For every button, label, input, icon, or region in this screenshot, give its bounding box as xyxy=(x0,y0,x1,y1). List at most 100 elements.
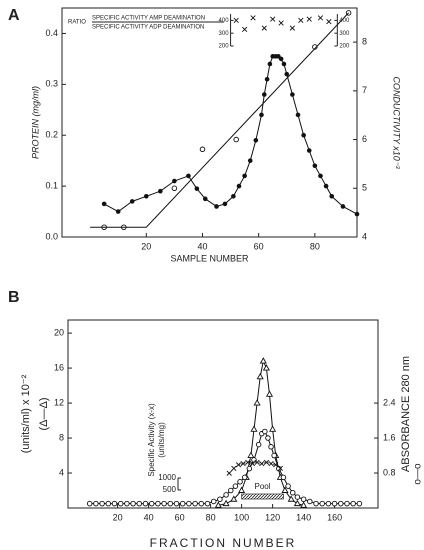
x-tick-label: 140 xyxy=(296,512,311,522)
y-tick-label: 8 xyxy=(59,432,64,442)
point xyxy=(264,76,270,82)
y-tick-label: 12 xyxy=(54,397,64,407)
point xyxy=(289,25,295,31)
point xyxy=(256,372,264,380)
x-tick-label: 60 xyxy=(254,241,264,251)
point xyxy=(267,61,273,67)
point xyxy=(318,173,323,179)
point xyxy=(271,452,277,459)
x-axis-label: SAMPLE NUMBER xyxy=(170,253,249,263)
point xyxy=(161,500,167,507)
x-tick-label: 80 xyxy=(206,512,216,522)
point xyxy=(319,500,325,507)
point xyxy=(287,495,295,502)
point xyxy=(172,178,177,184)
point xyxy=(277,465,283,472)
y2-tick-label: 7 xyxy=(362,85,367,95)
point xyxy=(199,146,206,153)
x-tick-label: 80 xyxy=(310,241,320,251)
inset-tick-label: 500 xyxy=(163,485,177,494)
point xyxy=(300,496,307,503)
y2-tick-label: 2.4 xyxy=(383,397,396,407)
point xyxy=(259,112,264,118)
point xyxy=(194,186,200,191)
x-tick-label: 40 xyxy=(144,512,154,522)
point xyxy=(300,501,308,508)
x-tick-label: 20 xyxy=(141,241,151,251)
point xyxy=(326,19,332,25)
point xyxy=(179,500,186,507)
point xyxy=(249,460,256,467)
pool-bar xyxy=(241,493,284,500)
y-axis-label: (units/ml) x 10⁻² xyxy=(20,374,32,453)
y-tick-label: 16 xyxy=(54,362,64,372)
point xyxy=(295,112,301,118)
y2-tick-label: 8 xyxy=(362,36,367,46)
point xyxy=(280,474,287,481)
point xyxy=(259,357,267,364)
inset-tick-label: 400 xyxy=(339,18,350,24)
point xyxy=(278,56,284,62)
panel-label: A xyxy=(8,7,20,24)
y-tick-label: 4 xyxy=(59,467,64,477)
point xyxy=(285,483,291,489)
point xyxy=(250,425,258,432)
point xyxy=(255,441,262,448)
point xyxy=(278,20,284,26)
point xyxy=(265,435,271,441)
point xyxy=(238,486,246,493)
point xyxy=(240,460,246,467)
point xyxy=(167,500,174,507)
point xyxy=(338,500,344,507)
point xyxy=(101,201,107,207)
inset-tick-label: 200 xyxy=(219,44,230,50)
y-tick-label: 0.4 xyxy=(45,28,58,38)
point xyxy=(290,92,295,97)
y2-axis-label: CONDUCTIVITY x10⁻³ xyxy=(392,76,402,169)
x-axis-label: FRACTION NUMBER xyxy=(150,536,297,550)
point xyxy=(204,500,211,507)
point xyxy=(242,26,248,32)
pool-label: Pool xyxy=(255,482,271,491)
point xyxy=(235,462,242,468)
point xyxy=(281,486,289,493)
point xyxy=(233,17,239,24)
point xyxy=(231,193,236,199)
point xyxy=(262,364,270,371)
inset-label: SPECIFIC ACTIVITY AMP DEAMINATION xyxy=(92,16,205,22)
point xyxy=(155,500,161,507)
point xyxy=(298,17,304,24)
point xyxy=(307,498,313,505)
point xyxy=(325,500,332,507)
point xyxy=(232,483,239,489)
y-tick-label: 0.0 xyxy=(45,231,58,241)
point xyxy=(290,489,296,496)
point xyxy=(124,500,130,507)
x-tick-label: 120 xyxy=(265,512,280,522)
point xyxy=(231,465,237,472)
point xyxy=(245,459,251,466)
x-tick-label: 60 xyxy=(175,512,185,522)
y-axis-label-symbol: (Δ—Δ) xyxy=(38,397,50,430)
point xyxy=(246,465,253,472)
point xyxy=(273,462,279,468)
point xyxy=(99,500,105,507)
point xyxy=(217,496,223,503)
point xyxy=(312,163,318,169)
point xyxy=(227,487,234,494)
point xyxy=(259,460,265,467)
point xyxy=(173,500,180,507)
series-line xyxy=(103,55,358,215)
point xyxy=(105,500,112,507)
point xyxy=(253,399,261,406)
plot-frame xyxy=(61,7,358,238)
point xyxy=(222,499,230,507)
inset-tick-label: 400 xyxy=(219,18,230,24)
series-line xyxy=(90,12,349,228)
point xyxy=(142,500,149,507)
point xyxy=(265,390,274,397)
point xyxy=(254,459,260,466)
point xyxy=(214,204,219,209)
point xyxy=(158,188,163,194)
point xyxy=(268,460,274,467)
